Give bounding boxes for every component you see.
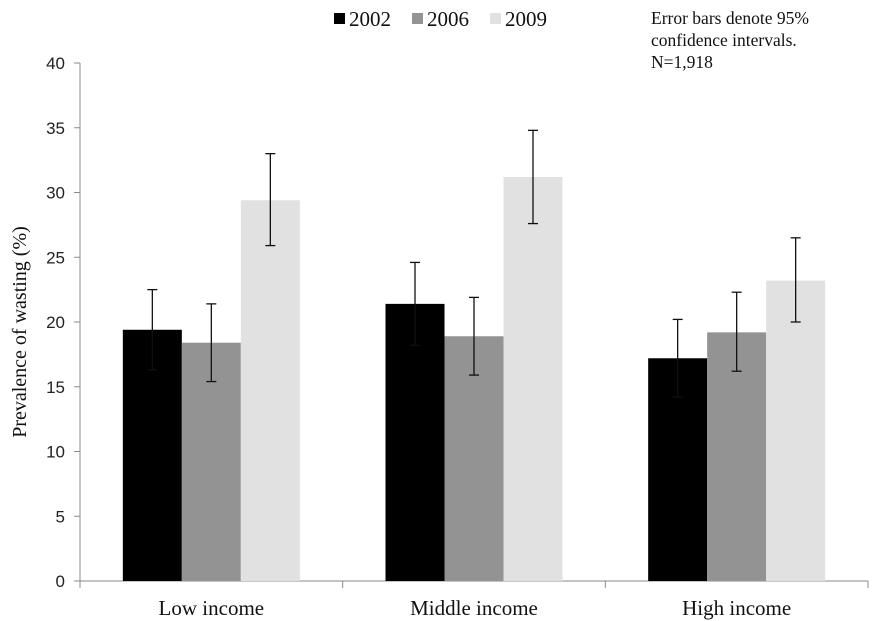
y-tick-label: 5 xyxy=(56,507,65,526)
bar-2009 xyxy=(240,200,300,581)
y-tick-label: 0 xyxy=(56,572,65,591)
x-axis: Low income Middle income High income xyxy=(79,580,869,620)
bar-2006 xyxy=(707,332,767,581)
annotation-line: Error bars denote 95% xyxy=(651,8,809,28)
annotation-line: confidence intervals. xyxy=(651,30,797,50)
y-tick-label: 30 xyxy=(46,184,65,203)
error-bars xyxy=(147,129,801,398)
y-tick-label: 40 xyxy=(46,54,65,73)
y-axis: 0 5 10 15 20 25 30 35 40 xyxy=(46,54,81,591)
legend-swatch-2006 xyxy=(412,13,423,24)
y-tick-label: 35 xyxy=(46,119,65,138)
x-tick-label: Middle income xyxy=(410,596,538,620)
bar-2002 xyxy=(122,329,182,581)
y-axis-title: Prevalence of wasting (%) xyxy=(9,226,31,438)
legend-label: 2002 xyxy=(349,7,391,31)
annotation-note: Error bars denote 95%confidence interval… xyxy=(651,8,809,72)
bar-2009 xyxy=(503,176,563,581)
bar-2009 xyxy=(766,280,826,581)
annotation-line: N=1,918 xyxy=(651,52,713,72)
legend-swatch-2009 xyxy=(490,13,501,24)
bar-2006 xyxy=(181,342,241,581)
y-tick-label: 15 xyxy=(46,378,65,397)
x-tick-label: High income xyxy=(682,596,791,620)
y-tick-label: 25 xyxy=(46,248,65,267)
legend-label: 2009 xyxy=(505,7,547,31)
bar-2002 xyxy=(385,303,445,581)
bars xyxy=(122,176,826,581)
legend-label: 2006 xyxy=(427,7,469,31)
y-tick-label: 20 xyxy=(46,313,65,332)
x-tick-label: Low income xyxy=(159,596,265,620)
legend: 2002 2006 2009 xyxy=(334,7,547,31)
y-tick-label: 10 xyxy=(46,443,65,462)
legend-swatch-2002 xyxy=(334,13,345,24)
bar-2006 xyxy=(444,336,504,581)
